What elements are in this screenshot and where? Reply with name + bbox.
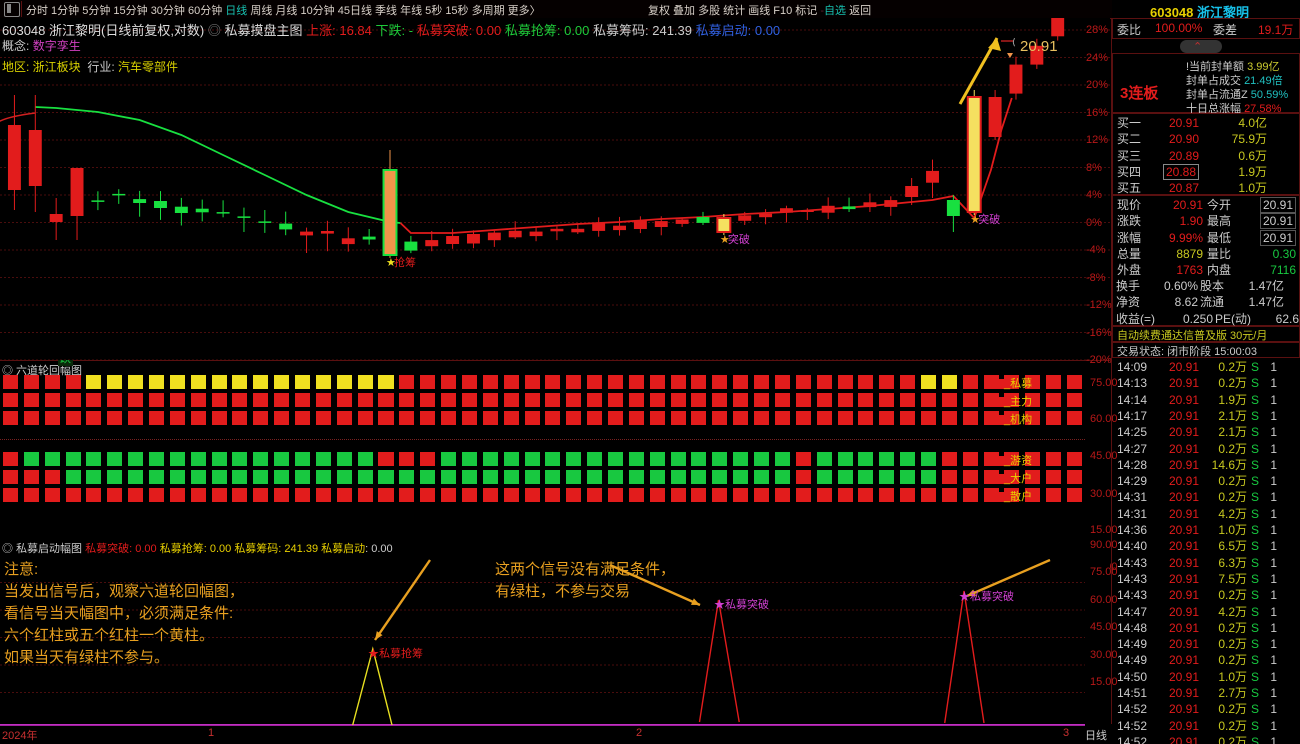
svg-text:⟨: ⟨ [1012,37,1016,47]
svg-text:20.91: 20.91 [1020,38,1058,55]
svg-text:突破: 突破 [728,232,750,246]
svg-text:抢筹: 抢筹 [394,255,416,269]
svg-text:突破: 突破 [978,212,1000,226]
